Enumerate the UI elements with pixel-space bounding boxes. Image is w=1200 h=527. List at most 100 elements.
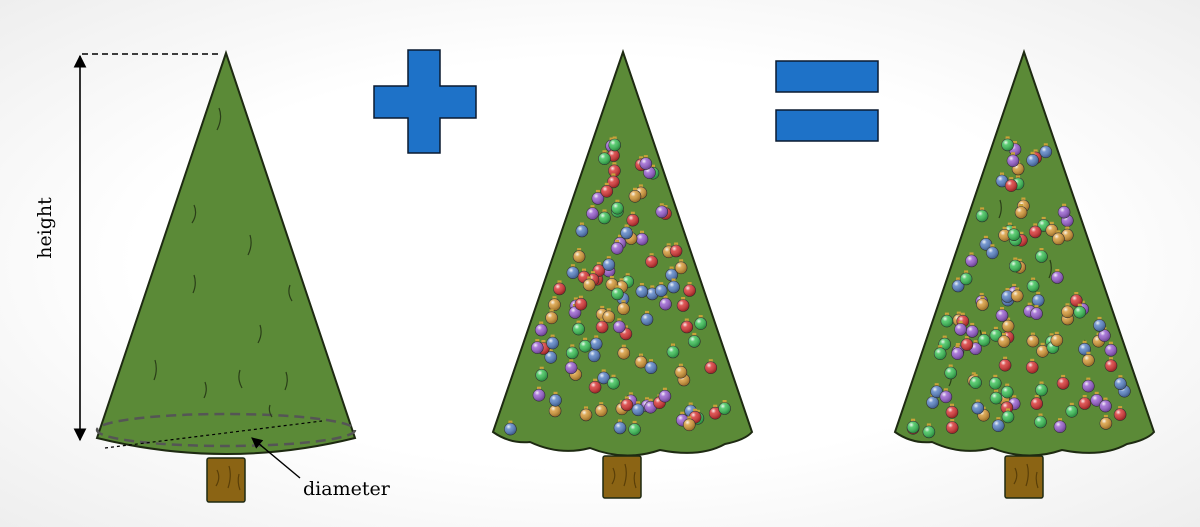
- ornament: [1008, 257, 1022, 273]
- ornament: [1061, 303, 1074, 319]
- ornament: [600, 182, 614, 198]
- tree-trunk: [206, 457, 246, 503]
- ornament: [704, 359, 718, 375]
- ornament: [694, 315, 708, 330]
- ornament: [683, 282, 696, 297]
- ornament: [644, 359, 658, 375]
- tree-trunk-grain: [611, 463, 637, 489]
- diameter-label: diameter: [303, 478, 391, 500]
- ornament: [1034, 413, 1047, 429]
- ornament: [1082, 377, 1095, 393]
- ornament: [1099, 414, 1113, 430]
- tree-trunk-grain: [1013, 463, 1039, 489]
- ornament: [1035, 381, 1048, 397]
- ornament: [1113, 406, 1127, 421]
- cone-base-ellipse: [95, 412, 357, 448]
- ornament: [1010, 287, 1024, 303]
- ornament: [1099, 397, 1112, 413]
- ornament: [951, 277, 965, 293]
- ornament: [1026, 332, 1040, 348]
- ornament: [548, 296, 561, 312]
- ornament: [1001, 408, 1015, 424]
- ornament: [1035, 248, 1048, 263]
- ornament: [998, 226, 1011, 242]
- ornament: [631, 401, 645, 417]
- ornament: [612, 318, 626, 334]
- ornament: [969, 374, 982, 389]
- ornament: [922, 423, 936, 439]
- tree-body: [491, 48, 754, 457]
- ornament: [933, 345, 947, 361]
- ornament: [944, 364, 958, 380]
- ornament: [940, 312, 954, 328]
- ornament: [998, 356, 1012, 372]
- ornament: [1070, 292, 1083, 307]
- ornament: [634, 353, 648, 369]
- ornament: [655, 203, 669, 219]
- equals-bar-top: [775, 60, 879, 93]
- ornament: [645, 253, 658, 269]
- ornament: [594, 402, 608, 417]
- ornament: [587, 347, 601, 363]
- ornament: [682, 416, 696, 432]
- ornament: [628, 187, 642, 203]
- ornament: [1057, 203, 1071, 219]
- ornament: [582, 276, 596, 292]
- ornament: [718, 400, 731, 415]
- needle-marks: [153, 107, 293, 418]
- ornament: [666, 343, 680, 359]
- ornament: [976, 296, 989, 311]
- ornament: [1001, 288, 1014, 303]
- ornament: [628, 420, 641, 436]
- ornament: [1031, 291, 1045, 307]
- diameter-line: [104, 420, 323, 449]
- ornament: [658, 387, 672, 403]
- diameter-pointer-arrow: [251, 437, 301, 479]
- ornament: [687, 332, 701, 348]
- ornament: [1114, 375, 1127, 391]
- plain-cone-tree: height diameter: [34, 49, 391, 503]
- ornament: [578, 337, 592, 353]
- ornament: [610, 239, 624, 255]
- ornament: [1026, 151, 1039, 167]
- ornament: [680, 318, 694, 334]
- ornament: [930, 383, 944, 399]
- ornament: [1052, 230, 1065, 246]
- ornament: [995, 307, 1009, 322]
- ornament: [635, 283, 649, 298]
- ornament: [579, 406, 593, 422]
- equals-bar-bottom: [775, 109, 879, 142]
- ornament: [639, 155, 653, 170]
- ornament: [602, 256, 616, 272]
- ornament: [598, 209, 611, 225]
- ornament: [989, 389, 1003, 405]
- ornament: [977, 331, 991, 347]
- plus-sign: [373, 49, 477, 154]
- ornament: [544, 348, 558, 364]
- ornament: [1078, 395, 1091, 410]
- ornament: [548, 402, 562, 418]
- ornament: [530, 339, 544, 354]
- ornament: [674, 259, 688, 275]
- ornament: [1050, 331, 1064, 347]
- ornament: [535, 366, 549, 382]
- ornament: [659, 295, 672, 311]
- ornament: [1001, 317, 1015, 333]
- ornament: [617, 344, 631, 360]
- ornament: [1007, 226, 1021, 241]
- ornament: [945, 403, 959, 419]
- ornament: [676, 297, 690, 312]
- decorated-tree: [893, 48, 1156, 499]
- ornament: [1056, 374, 1070, 390]
- ornament: [926, 394, 939, 409]
- ornament: [566, 264, 580, 280]
- ornament: [553, 280, 566, 296]
- ornament: [954, 320, 967, 336]
- ornament: [959, 270, 973, 286]
- ornament: [1065, 402, 1079, 418]
- ornament: [598, 150, 611, 165]
- equals-sign: [775, 60, 879, 142]
- ornament: [1090, 391, 1103, 407]
- ornament: [611, 199, 624, 215]
